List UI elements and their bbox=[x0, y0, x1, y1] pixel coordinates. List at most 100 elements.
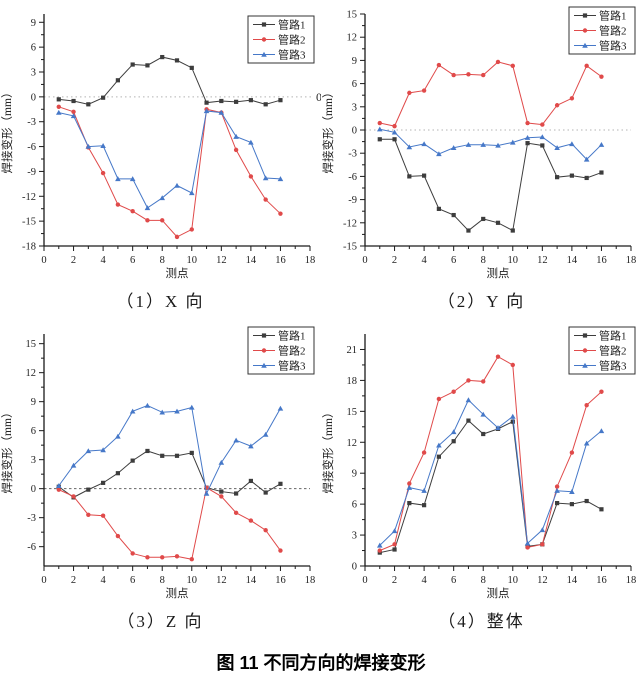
svg-text:16: 16 bbox=[275, 575, 286, 586]
svg-text:6: 6 bbox=[130, 575, 135, 586]
svg-text:10: 10 bbox=[508, 575, 519, 586]
svg-text:0: 0 bbox=[41, 255, 46, 266]
series-2 bbox=[56, 104, 283, 240]
panel-z-direction: 0 2 4 6 8 10 12 14 16 18 -6 -3 0 3 6 9 12 15 测点 焊接变形（mm） 管路1… bbox=[0, 320, 321, 640]
svg-text:管路3: 管路3 bbox=[599, 359, 627, 373]
svg-text:管路2: 管路2 bbox=[278, 33, 306, 47]
panel-caption-overall: （4）整体 bbox=[438, 612, 525, 631]
figure-caption: 图 11 不同方向的焊接变形 bbox=[216, 653, 426, 673]
svg-text:管路1: 管路1 bbox=[599, 329, 627, 343]
svg-text:9: 9 bbox=[352, 56, 357, 67]
axes: 0 2 4 6 8 10 12 14 16 18 0 3 6 9 12 15 18 21 bbox=[347, 334, 637, 586]
svg-text:3: 3 bbox=[352, 531, 357, 542]
svg-text:14: 14 bbox=[246, 255, 257, 266]
svg-text:管路1: 管路1 bbox=[278, 18, 306, 32]
chart-z-direction: 0 2 4 6 8 10 12 14 16 18 -6 -3 0 3 6 9 12 15 测点 焊接变形（mm） 管路1… bbox=[0, 326, 316, 600]
svg-text:管路2: 管路2 bbox=[599, 344, 627, 358]
series-1 bbox=[56, 448, 283, 500]
series-3 bbox=[376, 126, 605, 162]
panel-overall: 0 2 4 6 8 10 12 14 16 18 0 3 6 9 12 15 18 21 测点 焊接变形（mm） 管路1… bbox=[321, 320, 642, 640]
svg-text:16: 16 bbox=[596, 575, 607, 586]
series-2 bbox=[56, 485, 283, 562]
svg-text:6: 6 bbox=[451, 255, 456, 266]
svg-text:21: 21 bbox=[347, 345, 358, 356]
svg-text:12: 12 bbox=[26, 368, 37, 379]
series-3 bbox=[55, 108, 284, 211]
svg-text:0: 0 bbox=[31, 92, 36, 103]
svg-text:0: 0 bbox=[41, 575, 46, 586]
svg-text:15: 15 bbox=[26, 339, 37, 350]
svg-text:0: 0 bbox=[31, 484, 36, 495]
series-2 bbox=[377, 354, 604, 553]
svg-text:2: 2 bbox=[71, 575, 76, 586]
svg-text:-3: -3 bbox=[27, 513, 36, 524]
svg-text:6: 6 bbox=[451, 575, 456, 586]
svg-text:8: 8 bbox=[160, 575, 165, 586]
svg-text:0: 0 bbox=[362, 255, 367, 266]
panel-caption-x: （1）X 向 bbox=[116, 292, 205, 311]
svg-text:18: 18 bbox=[626, 255, 637, 266]
series-1 bbox=[377, 418, 604, 555]
axes: 0 2 4 6 8 10 12 14 16 18 -15 -12 -9 -6 -3 0 3 6 9 12 15 bbox=[343, 10, 636, 267]
svg-text:6: 6 bbox=[31, 426, 36, 437]
svg-text:-3: -3 bbox=[27, 117, 36, 128]
y-axis-label: 焊接变形（mm） bbox=[0, 87, 14, 174]
svg-text:2: 2 bbox=[392, 255, 397, 266]
svg-text:14: 14 bbox=[246, 575, 257, 586]
svg-text:10: 10 bbox=[508, 255, 519, 266]
x-axis-label: 测点 bbox=[166, 587, 189, 600]
svg-text:15: 15 bbox=[347, 407, 358, 418]
chart-grid: 0 0 2 4 6 8 10 12 14 16 18 -18 -15 -12 -9 -6 -3 0 3 6 9 测点 焊接变… bbox=[0, 6, 642, 640]
svg-text:12: 12 bbox=[537, 255, 548, 266]
axes: 0 2 4 6 8 10 12 14 16 18 -18 -15 -12 -9 -6 -3 0 3 6 9 bbox=[22, 14, 315, 266]
svg-text:10: 10 bbox=[187, 255, 198, 266]
svg-text:3: 3 bbox=[352, 102, 357, 113]
svg-text:8: 8 bbox=[160, 255, 165, 266]
svg-text:15: 15 bbox=[347, 10, 358, 21]
svg-text:-6: -6 bbox=[348, 172, 357, 183]
svg-text:管路2: 管路2 bbox=[278, 344, 306, 358]
svg-text:8: 8 bbox=[481, 575, 486, 586]
svg-text:4: 4 bbox=[421, 255, 427, 266]
panel-caption-y: （2）Y 向 bbox=[437, 292, 526, 311]
chart-x-direction: 0 0 2 4 6 8 10 12 14 16 18 -18 -15 -12 -9 -6 -3 0 3 6 9 测点 焊接变… bbox=[0, 14, 321, 280]
svg-text:-18: -18 bbox=[22, 242, 36, 253]
svg-text:0: 0 bbox=[362, 575, 367, 586]
y-axis-label: 焊接变形（mm） bbox=[0, 407, 14, 494]
svg-text:6: 6 bbox=[352, 500, 357, 511]
svg-text:0: 0 bbox=[316, 90, 321, 104]
svg-text:8: 8 bbox=[481, 255, 486, 266]
svg-text:-6: -6 bbox=[27, 142, 36, 153]
x-axis-label: 测点 bbox=[487, 267, 510, 280]
zero-line: 0 bbox=[44, 90, 321, 104]
svg-text:18: 18 bbox=[305, 575, 316, 586]
series-1 bbox=[377, 137, 604, 233]
svg-text:18: 18 bbox=[305, 255, 316, 266]
svg-text:3: 3 bbox=[31, 68, 36, 79]
svg-text:6: 6 bbox=[130, 255, 135, 266]
panel-caption-z: （3）Z 向 bbox=[117, 612, 204, 631]
svg-text:-9: -9 bbox=[348, 195, 357, 206]
svg-text:-15: -15 bbox=[22, 217, 36, 228]
chart-y-direction: 0 2 4 6 8 10 12 14 16 18 -15 -12 -9 -6 -3 0 3 6 9 12 15 测点 焊接变… bbox=[321, 6, 636, 280]
svg-text:4: 4 bbox=[421, 575, 427, 586]
svg-text:管路3: 管路3 bbox=[599, 39, 627, 53]
svg-text:管路3: 管路3 bbox=[278, 359, 306, 373]
svg-text:14: 14 bbox=[567, 255, 578, 266]
svg-text:9: 9 bbox=[31, 18, 36, 29]
svg-text:18: 18 bbox=[626, 575, 637, 586]
svg-text:-3: -3 bbox=[348, 149, 357, 160]
svg-text:管路3: 管路3 bbox=[278, 48, 306, 62]
series-3 bbox=[55, 402, 284, 496]
axes: 0 2 4 6 8 10 12 14 16 18 -6 -3 0 3 6 9 12 15 bbox=[26, 334, 316, 586]
svg-text:管路1: 管路1 bbox=[599, 9, 627, 23]
svg-text:-12: -12 bbox=[343, 218, 357, 229]
series-3 bbox=[376, 397, 605, 548]
svg-text:4: 4 bbox=[100, 255, 106, 266]
svg-text:管路1: 管路1 bbox=[278, 329, 306, 343]
svg-text:4: 4 bbox=[100, 575, 106, 586]
